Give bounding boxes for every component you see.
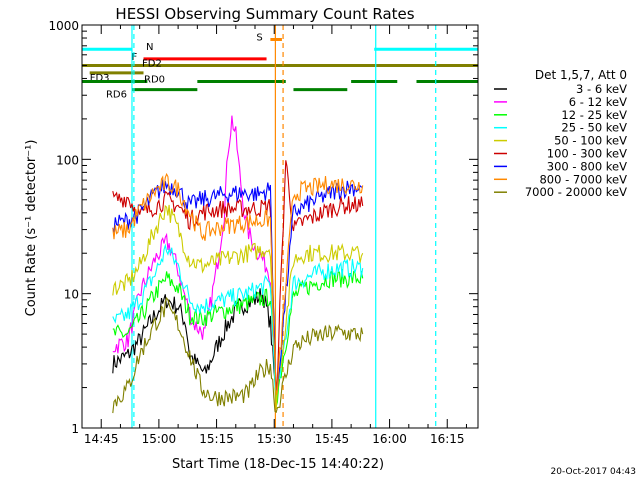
x-tick-label: 14:45 bbox=[84, 432, 119, 446]
flag-label: S bbox=[256, 32, 262, 43]
legend-entry: 6 - 12 keV bbox=[569, 95, 627, 109]
legend-entry: 50 - 100 keV bbox=[554, 134, 627, 148]
series-line bbox=[112, 243, 364, 394]
flag-bars: NF FD2 FD3 RD0 RD6 S bbox=[82, 32, 478, 101]
x-tick-label: 16:00 bbox=[372, 432, 407, 446]
x-tick-label: 15:30 bbox=[257, 432, 292, 446]
flag-label: F bbox=[132, 52, 138, 63]
y-tick-label: 1000 bbox=[48, 19, 79, 33]
series-line bbox=[112, 160, 364, 393]
footer-timestamp: 20-Oct-2017 04:43 bbox=[551, 467, 636, 477]
flag-label: N bbox=[146, 42, 153, 53]
legend-entry: 800 - 7000 keV bbox=[539, 172, 627, 186]
axes: 1 10 100 1000 14:45 15:00 15:15 15:30 15:45 16:00… bbox=[48, 19, 479, 446]
legend-entry: 25 - 50 keV bbox=[561, 121, 627, 135]
x-axis-label: Start Time (18-Dec-15 14:40:22) bbox=[172, 457, 384, 472]
legend-entry: 12 - 25 keV bbox=[561, 108, 627, 122]
flag-label: FD3 bbox=[90, 73, 110, 84]
x-tick-label: 15:15 bbox=[199, 432, 234, 446]
series-line bbox=[112, 204, 364, 410]
x-tick-label: 16:15 bbox=[430, 432, 465, 446]
legend-entry: 100 - 300 keV bbox=[547, 147, 627, 161]
series-line bbox=[112, 172, 364, 396]
flag-label: FD2 bbox=[142, 58, 162, 69]
plot-frame bbox=[81, 24, 479, 429]
x-tick-label: 15:00 bbox=[142, 432, 177, 446]
flag-label: RD0 bbox=[144, 74, 165, 85]
flag-label: RD6 bbox=[106, 90, 127, 101]
y-tick-label: 10 bbox=[64, 288, 79, 302]
chart-title: HESSI Observing Summary Count Rates bbox=[115, 5, 414, 23]
series-lines bbox=[112, 115, 364, 414]
legend-entry: 7000 - 20000 keV bbox=[525, 185, 627, 199]
series-line bbox=[112, 269, 364, 407]
y-tick-label: 1 bbox=[71, 422, 79, 436]
legend-entry: 300 - 800 keV bbox=[547, 159, 627, 173]
series-line bbox=[112, 179, 363, 392]
legend-title: Det 1,5,7, Att 0 bbox=[535, 68, 627, 82]
series-line bbox=[112, 288, 277, 401]
legend-entry: 3 - 6 keV bbox=[576, 82, 627, 96]
series-line bbox=[112, 296, 364, 414]
y-axis-label: Count Rate (s⁻¹ detector⁻¹) bbox=[24, 140, 39, 317]
x-tick-label: 15:45 bbox=[315, 432, 350, 446]
y-tick-label: 100 bbox=[56, 153, 79, 167]
series-line bbox=[112, 115, 277, 401]
